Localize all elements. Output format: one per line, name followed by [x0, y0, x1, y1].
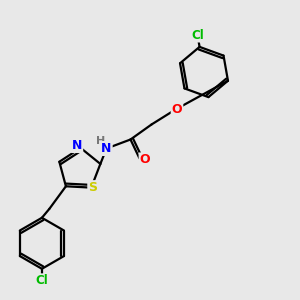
Text: O: O — [140, 153, 150, 167]
Text: Cl: Cl — [191, 28, 204, 41]
Text: N: N — [101, 142, 112, 155]
Text: N: N — [72, 139, 82, 152]
Text: S: S — [88, 181, 97, 194]
Text: O: O — [172, 103, 182, 116]
Text: Cl: Cl — [35, 274, 48, 287]
Text: H: H — [97, 136, 106, 146]
